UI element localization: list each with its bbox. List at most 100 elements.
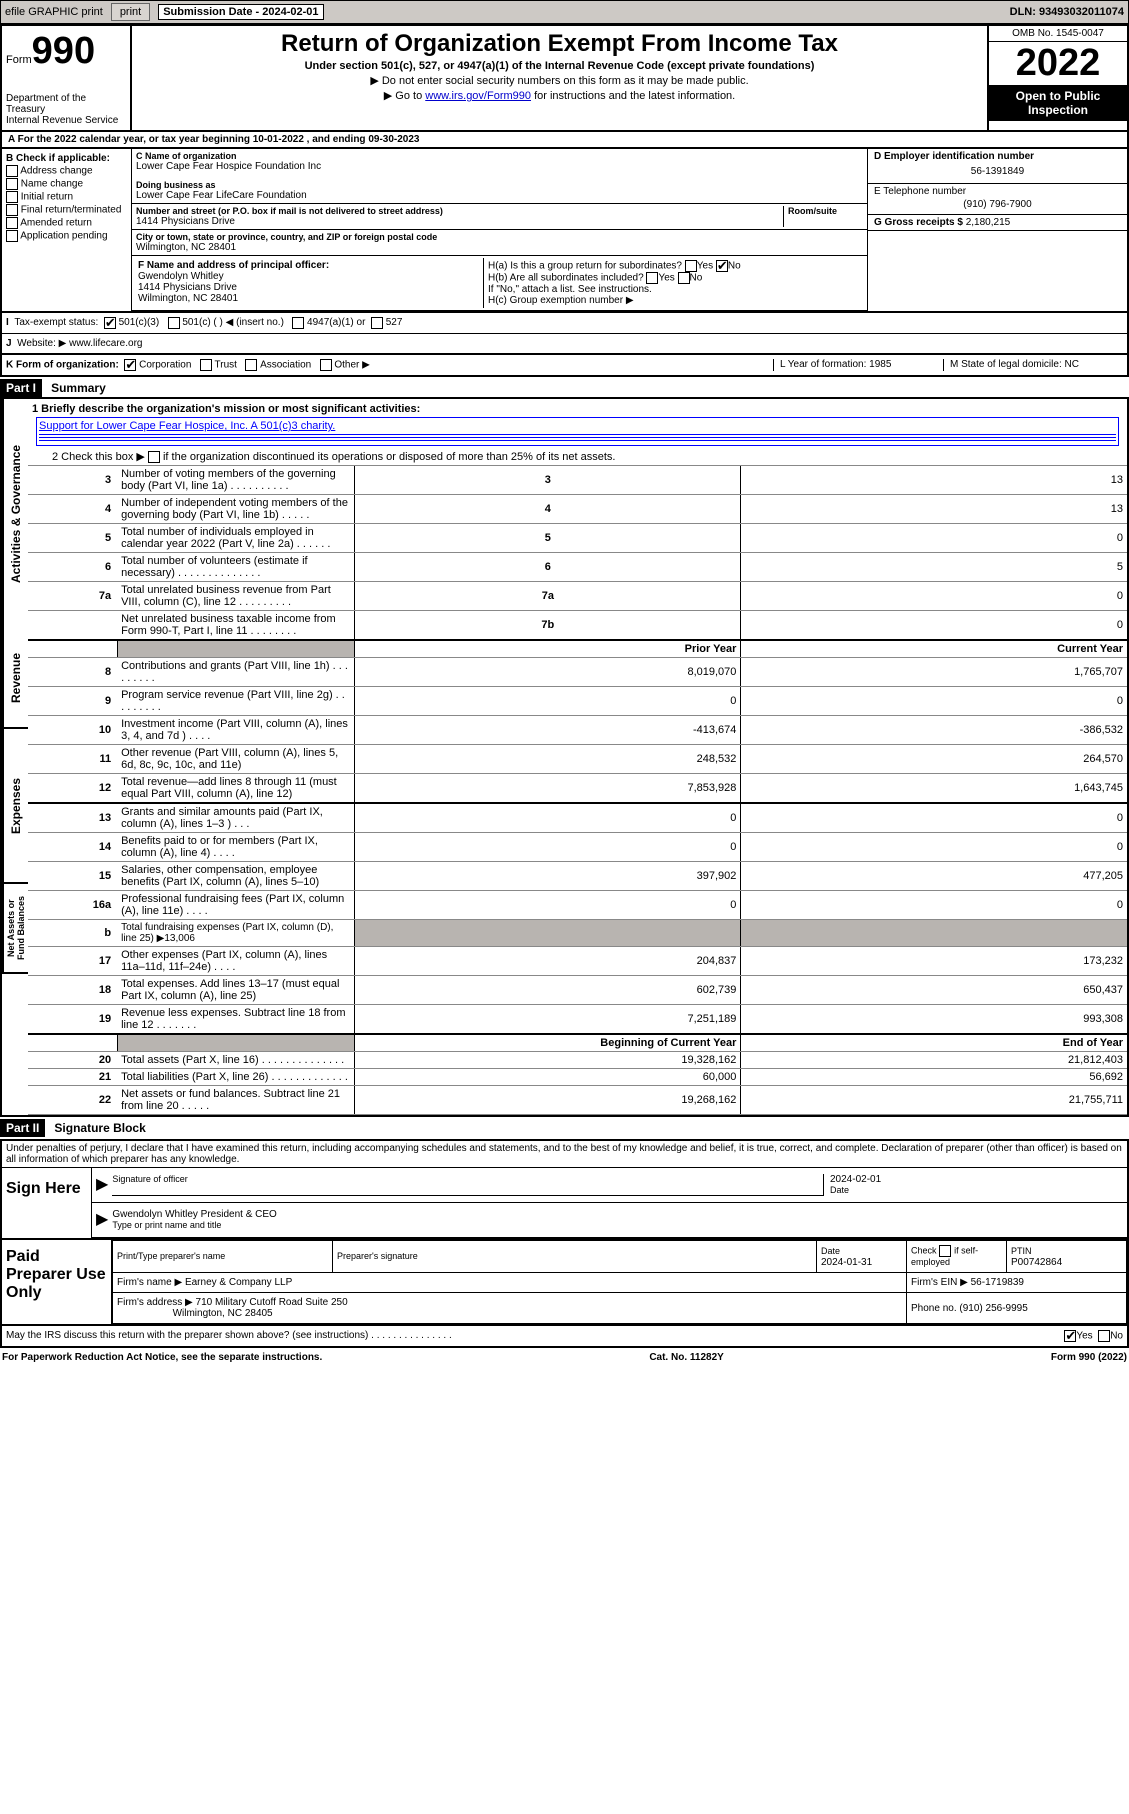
may-discuss-row: May the IRS discuss this return with the… xyxy=(0,1326,1129,1348)
firm-phone: (910) 256-9995 xyxy=(959,1303,1027,1314)
h-c: H(c) Group exemption number ▶ xyxy=(488,295,859,306)
efile-label: efile GRAPHIC print xyxy=(5,6,103,18)
cat-no: Cat. No. 11282Y xyxy=(649,1352,723,1363)
sig-intro: Under penalties of perjury, I declare th… xyxy=(2,1141,1127,1167)
line-16a: 16aProfessional fundraising fees (Part I… xyxy=(28,891,1127,920)
col-headers-2: Beginning of Current YearEnd of Year xyxy=(28,1034,1127,1052)
mission-box: Support for Lower Cape Fear Hospice, Inc… xyxy=(36,417,1119,446)
form-ref: Form 990 (2022) xyxy=(1051,1352,1127,1363)
submission-date: Submission Date - 2024-02-01 xyxy=(158,4,323,20)
signature-block: Under penalties of perjury, I declare th… xyxy=(0,1139,1129,1240)
sig-row-2: ▶ Gwendolyn Whitley President & CEOType … xyxy=(92,1203,1127,1238)
sig-date-value: 2024-02-01 xyxy=(830,1174,1123,1185)
chk-discuss-no[interactable] xyxy=(1098,1330,1110,1342)
line2: 2 Check this box ▶ if the organization d… xyxy=(28,448,1127,466)
line-9: 9Program service revenue (Part VIII, lin… xyxy=(28,687,1127,716)
chk-amended[interactable]: Amended return xyxy=(6,217,127,229)
g-label: G Gross receipts $ xyxy=(874,217,963,228)
h-b: H(b) Are all subordinates included? Yes … xyxy=(488,272,859,284)
d-row: D Employer identification number 56-1391… xyxy=(868,149,1127,184)
sig-officer-label: Signature of officer xyxy=(112,1174,187,1184)
e-row: E Telephone number (910) 796-7900 xyxy=(868,184,1127,215)
chk-4947[interactable] xyxy=(292,317,304,329)
line-i: I Tax-exempt status: 501(c)(3) 501(c) ( … xyxy=(2,313,1127,334)
h-b2: If "No," attach a list. See instructions… xyxy=(488,284,859,295)
form-header-right: OMB No. 1545-0047 2022 Open to Public In… xyxy=(987,26,1127,130)
ein-value: 56-1391849 xyxy=(874,162,1121,181)
vlabel-net: Net Assets or Fund Balances xyxy=(2,884,28,974)
f-h-row: F Name and address of principal officer:… xyxy=(132,256,867,311)
chk-corp[interactable] xyxy=(124,359,136,371)
chk-501c[interactable] xyxy=(168,317,180,329)
org-street: 1414 Physicians Drive xyxy=(136,216,783,227)
year-formation: 1985 xyxy=(869,359,891,370)
line-11: 11Other revenue (Part VIII, column (A), … xyxy=(28,745,1127,774)
open-public-badge: Open to Public Inspection xyxy=(989,85,1127,121)
g-row: G Gross receipts $ 2,180,215 xyxy=(868,215,1127,231)
form-word: Form xyxy=(6,54,32,66)
chk-line2[interactable] xyxy=(148,451,160,463)
chk-name[interactable]: Name change xyxy=(6,178,127,190)
b-label: B Check if applicable: xyxy=(6,153,127,164)
ptin-value: P00742864 xyxy=(1011,1257,1062,1268)
chk-pending[interactable]: Application pending xyxy=(6,230,127,242)
line-j: J Website: ▶ www.lifecare.org xyxy=(2,334,1127,353)
omb-number: OMB No. 1545-0047 xyxy=(989,26,1127,42)
gross-receipts: 2,180,215 xyxy=(966,217,1011,228)
col-deg: D Employer identification number 56-1391… xyxy=(867,149,1127,311)
line-20: 20Total assets (Part X, line 16) . . . .… xyxy=(28,1052,1127,1069)
arrow-icon: ▶ xyxy=(96,1174,108,1196)
l-label: L Year of formation: xyxy=(780,359,866,370)
chk-527[interactable] xyxy=(371,317,383,329)
c-name-row: C Name of organization Lower Cape Fear H… xyxy=(132,149,867,204)
j-label: Website: ▶ xyxy=(17,338,66,349)
c-name-label: C Name of organization xyxy=(136,151,863,161)
dept-label: Department of the Treasury xyxy=(6,93,126,115)
line-b: bTotal fundraising expenses (Part IX, co… xyxy=(28,920,1127,947)
chk-discuss-yes[interactable] xyxy=(1064,1330,1076,1342)
org-city: Wilmington, NC 28401 xyxy=(136,242,863,253)
note-ssn: ▶ Do not enter social security numbers o… xyxy=(136,74,983,87)
col-headers-1: Prior YearCurrent Year xyxy=(28,640,1127,658)
vlabel-revenue: Revenue xyxy=(2,629,28,729)
chk-initial[interactable]: Initial return xyxy=(6,191,127,203)
line-8: 8Contributions and grants (Part VIII, li… xyxy=(28,658,1127,687)
chk-assoc[interactable] xyxy=(245,359,257,371)
pra-notice: For Paperwork Reduction Act Notice, see … xyxy=(2,1352,322,1363)
paid-prep-label: Paid Preparer Use Only xyxy=(2,1240,112,1324)
col-c: C Name of organization Lower Cape Fear H… xyxy=(132,149,867,311)
org-name: Lower Cape Fear Hospice Foundation Inc xyxy=(136,161,863,172)
chk-trust[interactable] xyxy=(200,359,212,371)
line-22: 22Net assets or fund balances. Subtract … xyxy=(28,1086,1127,1115)
line-k: K Form of organization: Corporation Trus… xyxy=(0,355,1129,377)
chk-final[interactable]: Final return/terminated xyxy=(6,204,127,216)
form-number: 990 xyxy=(32,30,95,72)
may-discuss-text: May the IRS discuss this return with the… xyxy=(6,1330,452,1342)
note-link-pre: ▶ Go to xyxy=(384,90,425,102)
org-dba: Lower Cape Fear LifeCare Foundation xyxy=(136,190,863,201)
line-13: 13Grants and similar amounts paid (Part … xyxy=(28,803,1127,833)
sig-date-label: Date xyxy=(830,1185,849,1195)
line-19: 19Revenue less expenses. Subtract line 1… xyxy=(28,1005,1127,1035)
row-ij: I Tax-exempt status: 501(c)(3) 501(c) ( … xyxy=(0,313,1129,355)
line-21: 21Total liabilities (Part X, line 26) . … xyxy=(28,1069,1127,1086)
line-18: 18Total expenses. Add lines 13–17 (must … xyxy=(28,976,1127,1005)
irs-link[interactable]: www.irs.gov/Form990 xyxy=(425,90,531,102)
chk-501c3[interactable] xyxy=(104,317,116,329)
prep-row1: Print/Type preparer's name Preparer's si… xyxy=(113,1241,1127,1273)
part1-title: Summary xyxy=(45,379,112,397)
print-button[interactable]: print xyxy=(111,3,150,21)
part2-title: Signature Block xyxy=(48,1119,151,1137)
mission-text[interactable]: Support for Lower Cape Fear Hospice, Inc… xyxy=(39,420,335,432)
addr-label: Number and street (or P.O. box if mail i… xyxy=(136,206,783,216)
chk-self-emp[interactable] xyxy=(939,1245,951,1257)
sign-here-label: Sign Here xyxy=(2,1168,92,1238)
page-footer: For Paperwork Reduction Act Notice, see … xyxy=(0,1348,1129,1367)
line-14: 14Benefits paid to or for members (Part … xyxy=(28,833,1127,862)
officer-print: Gwendolyn Whitley President & CEO xyxy=(112,1209,1123,1220)
form-header-mid: Return of Organization Exempt From Incom… xyxy=(132,26,987,130)
website-value: www.lifecare.org xyxy=(69,338,142,349)
line-10: 10Investment income (Part VIII, column (… xyxy=(28,716,1127,745)
chk-address[interactable]: Address change xyxy=(6,165,127,177)
chk-other[interactable] xyxy=(320,359,332,371)
